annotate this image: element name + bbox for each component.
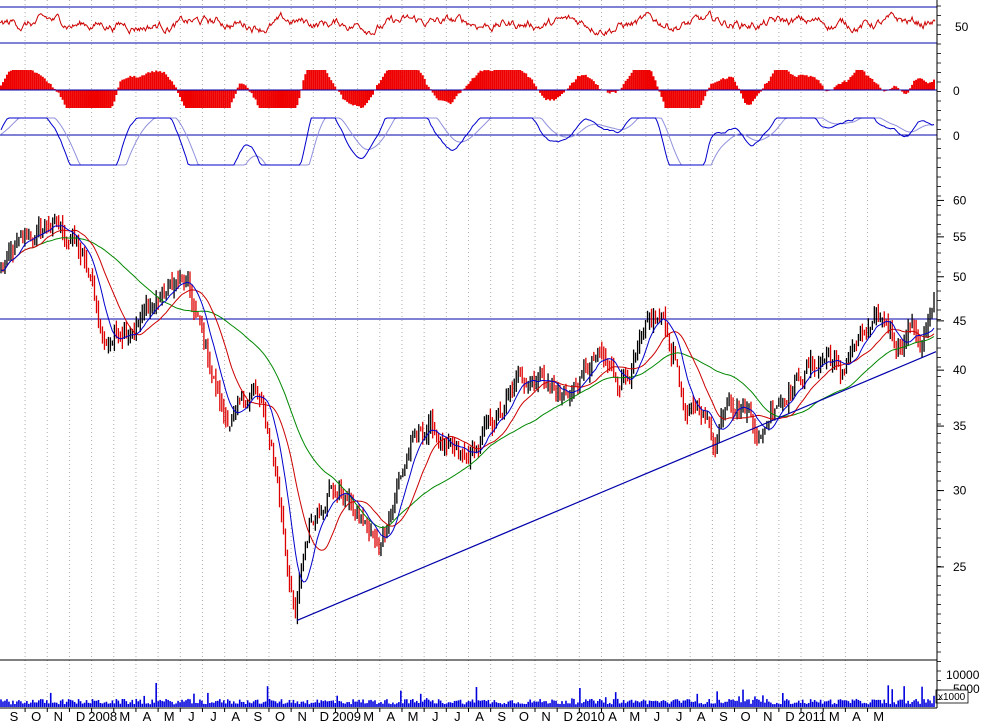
month-label: O [741, 709, 751, 723]
histogram-panel: 0 [0, 70, 960, 108]
month-label: M [363, 709, 374, 723]
month-label: D [564, 709, 573, 723]
month-label: 2008 [88, 709, 117, 723]
macd-panel: 0 [0, 117, 960, 166]
month-label: N [763, 709, 772, 723]
time-axis: S O N D 2008 M A M J J A S O N D 2009 M A M J J A S O N D 2010 A M J J… [10, 708, 884, 723]
month-label: N [298, 709, 307, 723]
month-label: A [231, 709, 240, 723]
price-tick-label: 55 [953, 230, 967, 244]
price-tick-label: 50 [953, 270, 967, 284]
month-label: M [829, 709, 840, 723]
month-label: M [873, 709, 884, 723]
macd-tick-label: 0 [953, 129, 960, 143]
moving-average-slow [0, 237, 935, 528]
price-tick-label: 45 [953, 314, 967, 328]
month-label: N [541, 709, 550, 723]
price-tick-label: 35 [953, 419, 967, 433]
month-label: O [31, 709, 41, 723]
month-label: J [432, 709, 439, 723]
month-label: J [210, 709, 217, 723]
month-label: O [275, 709, 285, 723]
price-candles [0, 213, 935, 625]
month-label: A [143, 709, 152, 723]
right-axis-ticks [937, 5, 941, 700]
month-label: S [719, 709, 728, 723]
month-label: M [408, 709, 419, 723]
month-label: N [54, 709, 63, 723]
month-label: A [852, 709, 861, 723]
price-tick-label: 25 [953, 560, 967, 574]
price-tick-label: 30 [953, 484, 967, 498]
month-label: D [785, 709, 794, 723]
volume-unit-label: x1000 [938, 692, 966, 703]
histogram-tick-label: 0 [953, 84, 960, 98]
macd-line [0, 117, 935, 166]
month-label: J [676, 709, 683, 723]
month-label: J [654, 709, 661, 723]
month-label: J [454, 709, 461, 723]
month-label: 2009 [332, 709, 361, 723]
month-label: O [519, 709, 529, 723]
month-label: D [76, 709, 85, 723]
month-label: 2011 [798, 709, 826, 723]
oscillator-tick-label: 50 [955, 20, 969, 34]
month-label: J [188, 709, 195, 723]
volume-panel: 10000 5000 x1000 [0, 659, 980, 707]
price-tick-label: 60 [953, 193, 967, 207]
month-label: D [320, 709, 329, 723]
price-tick-label: 40 [953, 363, 967, 377]
month-label: A [475, 709, 484, 723]
volume-tick-10000: 10000 [946, 668, 980, 682]
oscillator-line [0, 10, 936, 37]
oscillator-panel: 50 [0, 6, 969, 44]
price-axis: 60 55 50 45 40 35 30 25 [937, 193, 967, 574]
month-label: M [164, 709, 175, 723]
month-label: S [254, 709, 263, 723]
month-label: S [10, 709, 19, 723]
month-label: A [608, 709, 617, 723]
month-label: 2010 [576, 709, 605, 723]
month-label: M [119, 709, 130, 723]
price-panel: 60 55 50 45 40 35 30 25 [0, 193, 967, 625]
month-label: A [387, 709, 396, 723]
month-label: A [697, 709, 706, 723]
month-label: S [497, 709, 506, 723]
histogram-bars [0, 70, 935, 108]
support-trendline [296, 351, 937, 621]
volume-bars [0, 682, 935, 707]
volume-unit-box [935, 689, 969, 704]
month-label: M [629, 709, 640, 723]
